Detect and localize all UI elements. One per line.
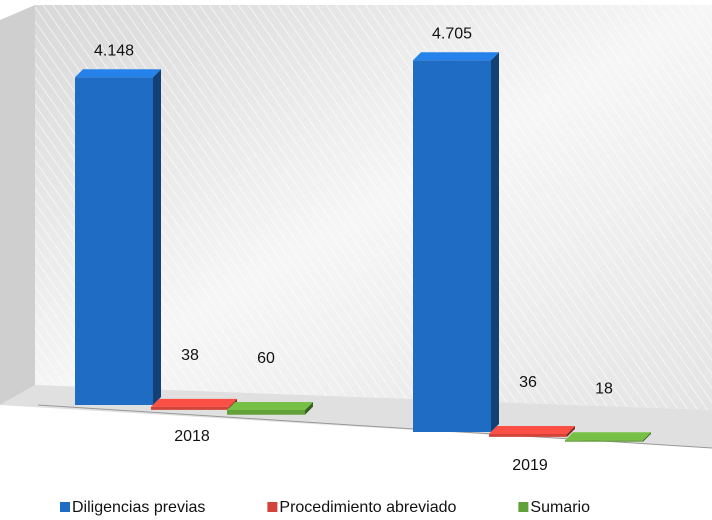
legend-label: Sumario: [530, 499, 590, 516]
bar: [413, 52, 499, 433]
bar: [75, 69, 161, 406]
bar-side: [153, 69, 161, 406]
bar-front: [227, 409, 305, 415]
bar-side: [491, 52, 499, 433]
data-label: 4.705: [432, 26, 472, 43]
bar-top: [565, 432, 651, 441]
bar: [489, 426, 575, 437]
wall-hatch: [35, 5, 712, 410]
bar-side: [305, 401, 313, 415]
data-label: 4.148: [94, 43, 134, 60]
bar: [565, 432, 651, 442]
legend-label: Procedimiento abreviado: [279, 499, 456, 516]
legend-swatch: [60, 502, 70, 512]
x-tick-label: 2018: [174, 428, 210, 445]
legend-label: Diligencias previas: [72, 499, 205, 516]
bar-top: [489, 426, 575, 435]
legend-swatch: [518, 502, 529, 512]
bar-side: [567, 426, 575, 437]
bar-front: [565, 440, 643, 442]
bar: [151, 398, 237, 410]
data-label: 60: [257, 350, 275, 367]
bar: [227, 401, 313, 415]
data-label: 38: [181, 347, 199, 364]
data-label: 36: [519, 374, 537, 391]
bar-front: [489, 434, 567, 437]
side-wall: [0, 5, 35, 405]
bar-side: [643, 432, 651, 442]
bar-top: [151, 398, 237, 407]
bar-front: [413, 60, 491, 433]
legend-swatch: [267, 502, 278, 512]
data-label: 18: [595, 381, 613, 398]
bar-top: [75, 69, 161, 78]
bar-front: [151, 406, 229, 410]
bar-front: [75, 77, 153, 406]
bar-top: [413, 52, 499, 61]
x-tick-label: 2019: [512, 457, 548, 474]
bar-top: [227, 401, 313, 410]
